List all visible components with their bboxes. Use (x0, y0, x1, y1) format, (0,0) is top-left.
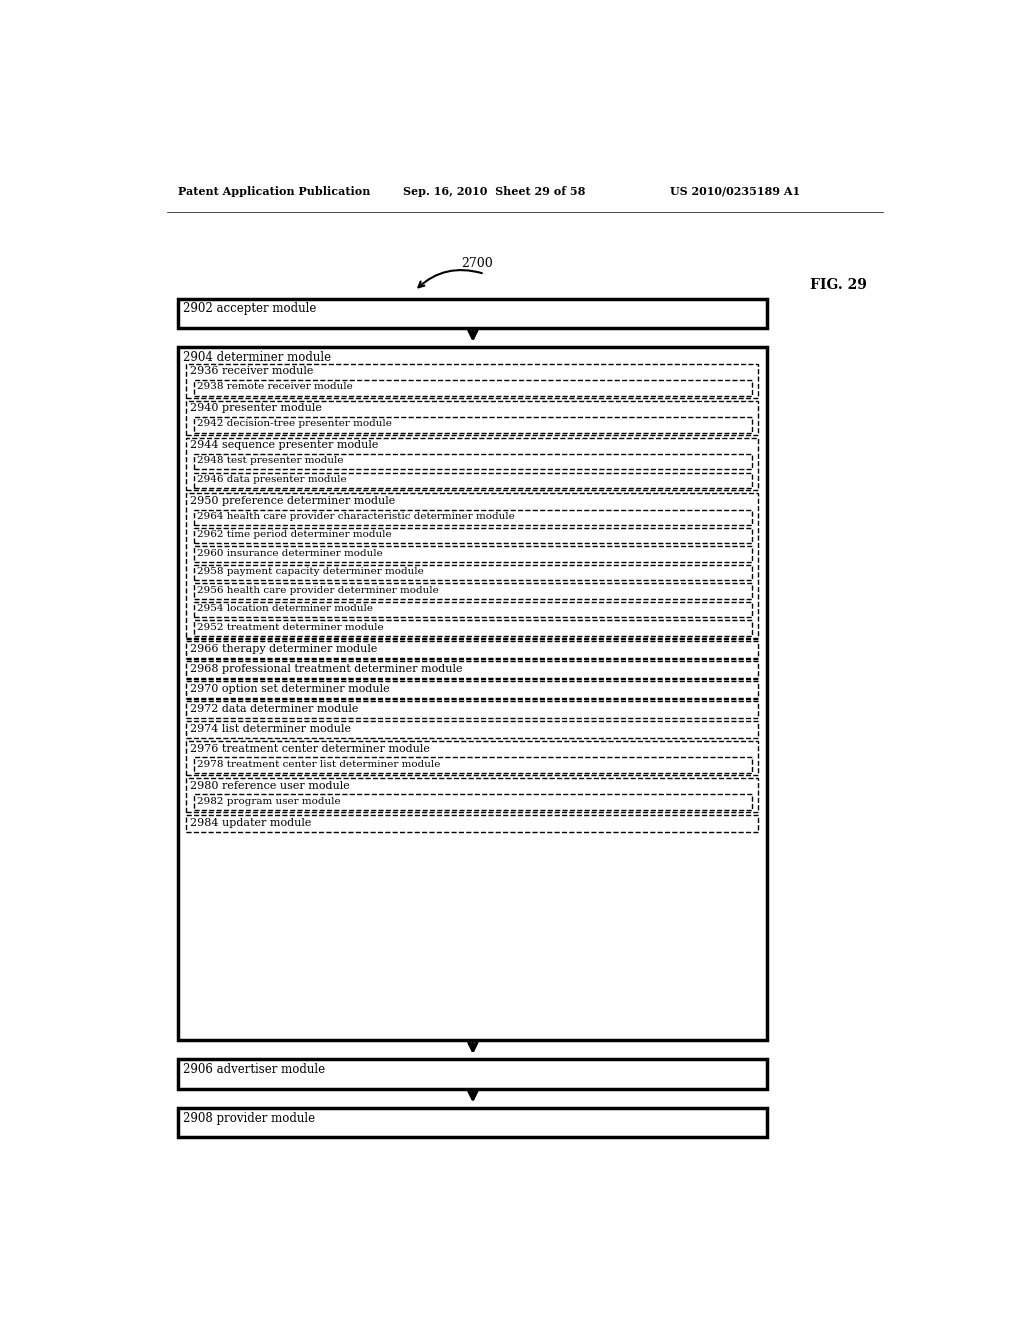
Text: 2964 health care provider characteristic determiner module: 2964 health care provider characteristic… (197, 512, 515, 521)
Text: 2960 insurance determiner module: 2960 insurance determiner module (197, 549, 383, 558)
Text: 2984 updater module: 2984 updater module (190, 817, 311, 828)
Bar (186, 779, 758, 812)
Bar (194, 417, 752, 433)
Bar (194, 454, 752, 470)
Text: 2976 treatment center determiner module: 2976 treatment center determiner module (190, 743, 430, 754)
Bar (186, 494, 758, 638)
Text: 2972 data determiner module: 2972 data determiner module (190, 704, 358, 714)
Bar (178, 347, 767, 1040)
Text: 2938 remote receiver module: 2938 remote receiver module (197, 383, 352, 392)
Bar (194, 602, 752, 618)
Text: 2966 therapy determiner module: 2966 therapy determiner module (190, 644, 378, 653)
Bar (194, 758, 752, 774)
Text: 2962 time period determiner module: 2962 time period determiner module (197, 531, 391, 540)
Text: 2954 location determiner module: 2954 location determiner module (197, 605, 373, 614)
Text: 2956 health care provider determiner module: 2956 health care provider determiner mod… (197, 586, 438, 595)
Bar (194, 620, 752, 636)
Text: 2950 preference determiner module: 2950 preference determiner module (190, 496, 395, 506)
Text: 2944 sequence presenter module: 2944 sequence presenter module (190, 441, 379, 450)
Text: 2952 treatment determiner module: 2952 treatment determiner module (197, 623, 384, 632)
Text: 2906 advertiser module: 2906 advertiser module (183, 1063, 326, 1076)
Text: 2968 professional treatment determiner module: 2968 professional treatment determiner m… (190, 664, 463, 673)
Bar (186, 816, 758, 832)
Text: 2700: 2700 (461, 257, 493, 271)
Bar (194, 583, 752, 599)
Bar (186, 642, 758, 659)
Bar (186, 681, 758, 698)
Bar (194, 510, 752, 525)
Bar (194, 380, 752, 396)
Bar (194, 546, 752, 562)
Bar (186, 742, 758, 775)
Text: 2940 presenter module: 2940 presenter module (190, 404, 322, 413)
Text: 2980 reference user module: 2980 reference user module (190, 780, 350, 791)
Text: 2942 decision-tree presenter module: 2942 decision-tree presenter module (197, 420, 392, 429)
Bar (194, 473, 752, 488)
Text: FIG. 29: FIG. 29 (810, 279, 867, 293)
Text: 2978 treatment center list determiner module: 2978 treatment center list determiner mo… (197, 760, 440, 768)
Bar (194, 795, 752, 810)
Bar (178, 1107, 767, 1137)
Text: 2958 payment capacity determiner module: 2958 payment capacity determiner module (197, 568, 424, 577)
Bar (178, 1059, 767, 1089)
Text: 2970 option set determiner module: 2970 option set determiner module (190, 684, 389, 693)
Bar (186, 401, 758, 434)
Bar (178, 298, 767, 327)
Bar (186, 364, 758, 397)
Text: 2936 receiver module: 2936 receiver module (190, 367, 313, 376)
Text: 2974 list determiner module: 2974 list determiner module (190, 723, 351, 734)
Text: US 2010/0235189 A1: US 2010/0235189 A1 (671, 186, 801, 197)
Text: 2946 data presenter module: 2946 data presenter module (197, 475, 346, 484)
Text: 2982 program user module: 2982 program user module (197, 797, 341, 805)
Bar (186, 701, 758, 718)
Bar (186, 661, 758, 678)
Bar (194, 528, 752, 544)
Text: Patent Application Publication: Patent Application Publication (178, 186, 371, 197)
Text: 2908 provider module: 2908 provider module (183, 1111, 315, 1125)
Text: 2902 accepter module: 2902 accepter module (183, 302, 316, 315)
Text: 2904 determiner module: 2904 determiner module (183, 351, 331, 364)
Text: 2948 test presenter module: 2948 test presenter module (197, 457, 343, 466)
Bar (194, 565, 752, 581)
Text: Sep. 16, 2010  Sheet 29 of 58: Sep. 16, 2010 Sheet 29 of 58 (403, 186, 586, 197)
Bar (186, 721, 758, 738)
Bar (186, 438, 758, 490)
